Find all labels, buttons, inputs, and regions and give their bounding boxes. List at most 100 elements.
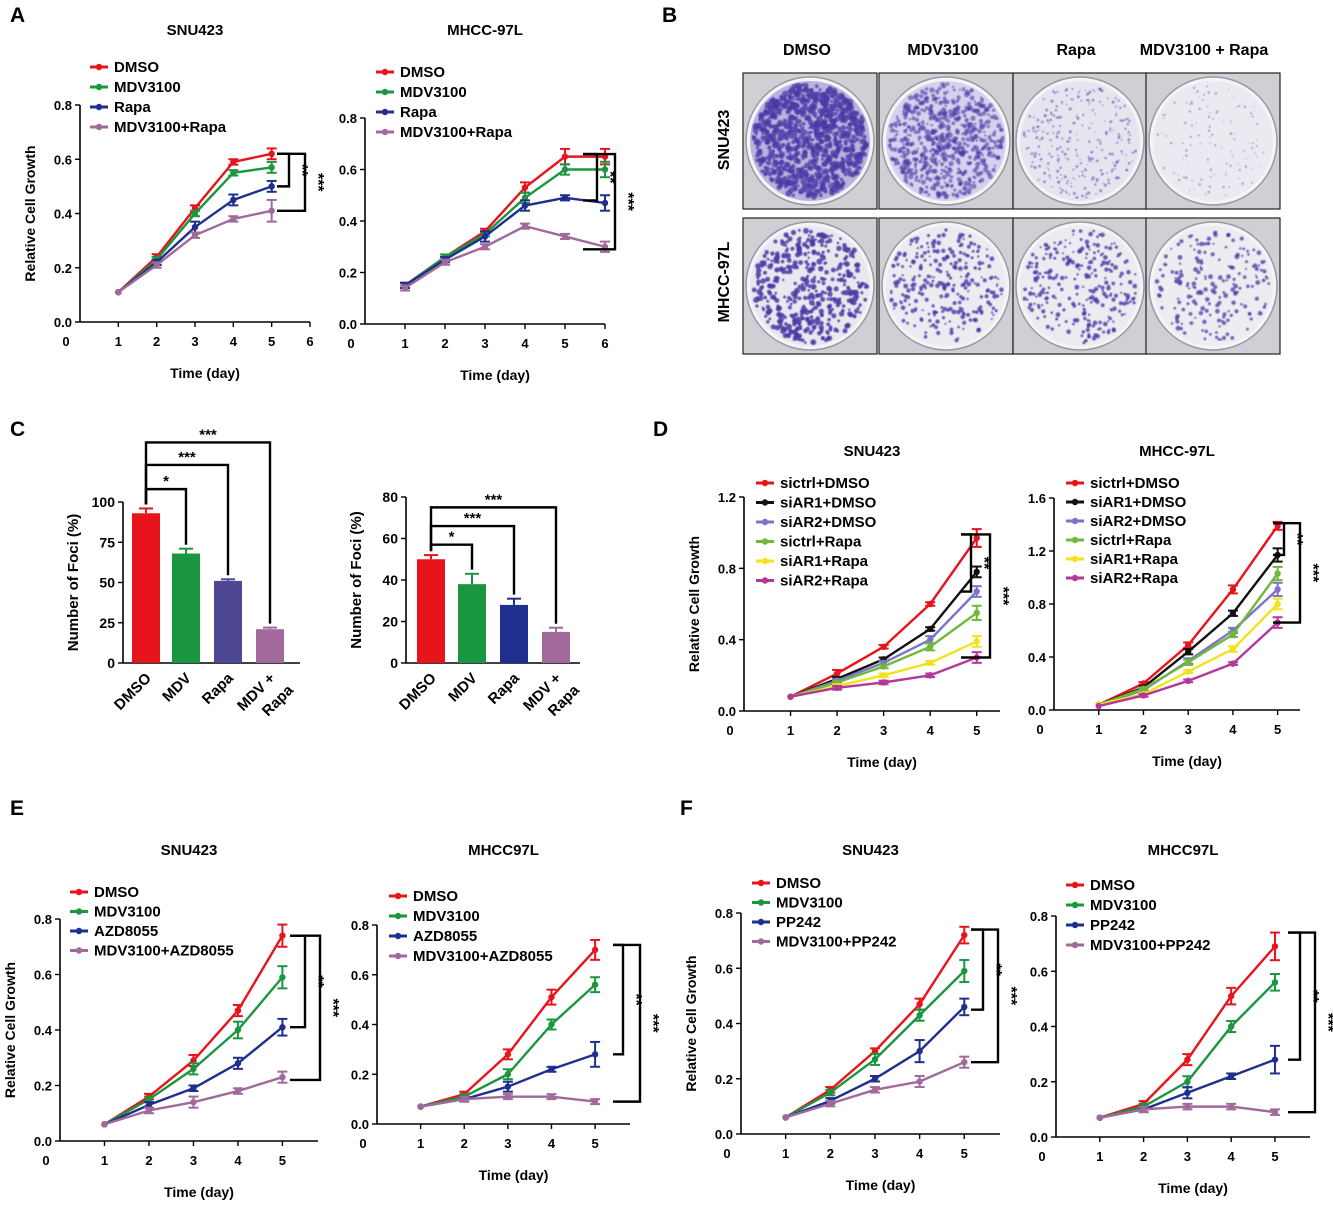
colony <box>994 275 997 279</box>
colony <box>932 141 936 144</box>
colony <box>1081 194 1084 198</box>
colony <box>996 156 999 159</box>
x-tick-label: 5 <box>961 1146 968 1161</box>
series-sictrl-dmso <box>1095 520 1283 708</box>
legend-item-dmso: DMSO <box>752 875 821 892</box>
colony <box>1114 105 1117 108</box>
y-tick-label: 0.2 <box>1030 1075 1048 1090</box>
colony <box>1209 168 1212 171</box>
colony <box>1061 189 1064 192</box>
colony <box>781 269 787 275</box>
y-tick-label: 0.8 <box>718 561 736 576</box>
colony <box>1039 289 1044 294</box>
colony <box>958 250 963 255</box>
colony <box>913 324 917 328</box>
colony <box>1081 174 1084 177</box>
colony <box>803 278 810 285</box>
data-point <box>973 588 980 595</box>
colony <box>926 233 931 238</box>
colony <box>947 138 953 143</box>
colony <box>1072 322 1075 326</box>
colony <box>1027 129 1030 132</box>
colony <box>813 127 817 131</box>
colony <box>1224 245 1228 249</box>
colony <box>819 180 825 186</box>
colony <box>941 132 945 136</box>
colony <box>1215 308 1220 314</box>
legend-label: DMSO <box>114 59 159 76</box>
colony <box>801 122 806 126</box>
x-tick-label: 4 <box>548 1136 556 1151</box>
colony <box>1102 104 1104 106</box>
colony <box>910 286 916 292</box>
colony <box>1170 247 1173 250</box>
colony <box>981 146 985 151</box>
x-axis-label: Time (day) <box>1158 1180 1228 1196</box>
colony <box>944 322 947 325</box>
colony <box>1091 178 1094 181</box>
colony <box>906 288 911 293</box>
series-mdv3100-rapa <box>400 222 610 292</box>
colony <box>762 128 765 132</box>
colony <box>1237 162 1239 165</box>
colony <box>910 141 915 146</box>
colony <box>930 240 936 246</box>
colony <box>1200 178 1203 181</box>
colony <box>948 109 953 114</box>
colony <box>830 277 835 282</box>
colony <box>930 124 933 127</box>
colony <box>965 150 969 154</box>
colony <box>973 282 976 285</box>
y-tick-label: 0.2 <box>715 1072 733 1087</box>
colony <box>1258 165 1260 167</box>
colony <box>1162 117 1165 120</box>
colony <box>997 277 1000 280</box>
colony <box>798 174 804 180</box>
data-point <box>827 1100 834 1107</box>
colony <box>961 233 965 237</box>
colony <box>1118 301 1123 306</box>
colony <box>915 252 919 255</box>
colony <box>1082 307 1086 312</box>
colony <box>1235 133 1237 135</box>
colony <box>928 319 932 323</box>
colony <box>815 96 819 101</box>
colony <box>781 167 786 171</box>
colony <box>788 167 796 174</box>
colony <box>827 143 833 149</box>
x-axis-label: Time (day) <box>164 1184 234 1200</box>
colony <box>939 120 944 126</box>
plate-row-label-mhcc97l: MHCC-97L <box>716 241 733 322</box>
x-tick-label: 0 <box>62 334 69 349</box>
colony <box>1070 98 1073 101</box>
colony <box>975 282 980 287</box>
y-tick-label: 0.8 <box>715 906 733 921</box>
colony <box>1088 157 1091 161</box>
colony <box>969 95 975 101</box>
colony <box>905 181 909 184</box>
colony <box>900 305 906 311</box>
colony <box>1031 126 1035 130</box>
colony <box>936 116 942 123</box>
colony <box>973 266 977 270</box>
colony <box>807 256 810 259</box>
colony <box>1085 196 1088 199</box>
colony <box>1122 301 1127 306</box>
colony <box>939 294 944 299</box>
sig-bracket <box>971 928 985 1011</box>
legend-item-sictrl-dmso: sictrl+DMSO <box>1066 475 1180 492</box>
colony <box>896 251 902 257</box>
sig-label: *** <box>464 510 482 527</box>
colony <box>857 284 862 289</box>
colony <box>856 281 860 284</box>
colony <box>786 300 789 303</box>
colony <box>1071 229 1075 233</box>
colony <box>1084 339 1088 343</box>
colony <box>798 129 803 134</box>
colony <box>984 294 989 299</box>
colony <box>1250 181 1253 184</box>
data-point <box>1229 660 1237 667</box>
category-label: Rapa <box>199 669 237 707</box>
colony <box>1106 330 1111 335</box>
